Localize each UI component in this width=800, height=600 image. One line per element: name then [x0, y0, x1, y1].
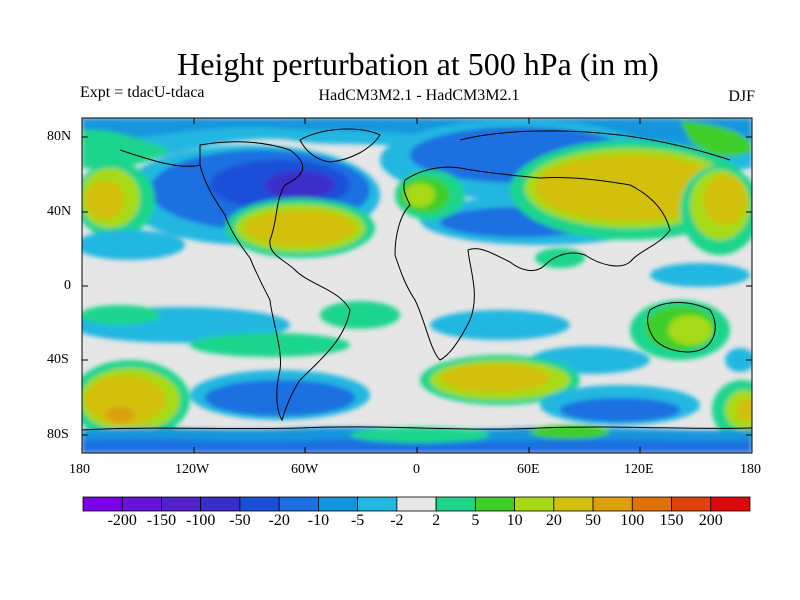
colorbar-swatch: [278, 496, 319, 512]
page-title: Height perturbation at 500 hPa (in m): [177, 46, 659, 82]
field-layer: [82, 118, 752, 453]
colorbar-label: 2: [432, 512, 441, 529]
colorbar-swatch: [671, 496, 712, 512]
colorbar-swatch: [710, 496, 751, 512]
colorbar-swatch: [121, 496, 162, 512]
colorbar-swatch: [396, 496, 437, 512]
colorbar-swatch: [239, 496, 280, 512]
colorbar-label: 10: [506, 512, 523, 529]
colorbar-swatch: [631, 496, 672, 512]
lon-label: 180: [740, 462, 761, 477]
colorbar-label: -200: [107, 512, 137, 529]
colorbar-label: -20: [268, 512, 290, 529]
lat-label: 80S: [47, 427, 69, 442]
lat-tick-marks: [82, 136, 752, 436]
lon-label: 60W: [291, 462, 319, 477]
colorbar-label: -10: [307, 512, 330, 529]
colorbar-swatch: [435, 496, 476, 512]
colorbar-label: 150: [659, 512, 684, 529]
colorbar-label: -2: [390, 512, 404, 529]
colorbar-swatch: [592, 496, 633, 512]
colorbar-swatch: [318, 496, 359, 512]
lon-label: 120W: [175, 462, 210, 477]
colorbar-swatch: [553, 496, 594, 512]
season-label: DJF: [728, 88, 755, 105]
colorbar-label: 100: [620, 512, 645, 529]
lon-tick-marks: [193, 118, 641, 453]
colorbar-label: 200: [698, 512, 723, 529]
lat-label: 40N: [47, 204, 72, 219]
colorbar-label: -50: [229, 512, 251, 529]
colorbar-swatch: [82, 496, 123, 512]
lon-label: 120E: [624, 462, 654, 477]
coastlines: [82, 128, 752, 431]
lon-label: 0: [413, 462, 420, 477]
lat-label: 40S: [47, 352, 69, 367]
lat-label: 80N: [47, 129, 72, 144]
colorbar-swatch: [474, 496, 515, 512]
colorbar-label: 50: [585, 512, 602, 529]
colorbar-swatch: [161, 496, 202, 512]
colorbar: [82, 496, 751, 512]
experiment-label: Expt = tdacU-tdaca: [80, 84, 205, 101]
colorbar-label: 20: [545, 512, 562, 529]
colorbar-label: -5: [350, 512, 365, 529]
lon-label: 60E: [517, 462, 540, 477]
lon-label: 180: [69, 462, 90, 477]
colorbar-label: -100: [186, 512, 216, 529]
colorbar-swatch: [357, 496, 398, 512]
colorbar-swatch: [200, 496, 241, 512]
colorbar-label: -150: [146, 512, 177, 529]
colorbar-swatch: [514, 496, 555, 512]
colorbar-label: 5: [471, 512, 480, 529]
model-label: HadCM3M2.1 - HadCM3M2.1: [318, 87, 520, 104]
lat-label: 0: [64, 278, 71, 293]
